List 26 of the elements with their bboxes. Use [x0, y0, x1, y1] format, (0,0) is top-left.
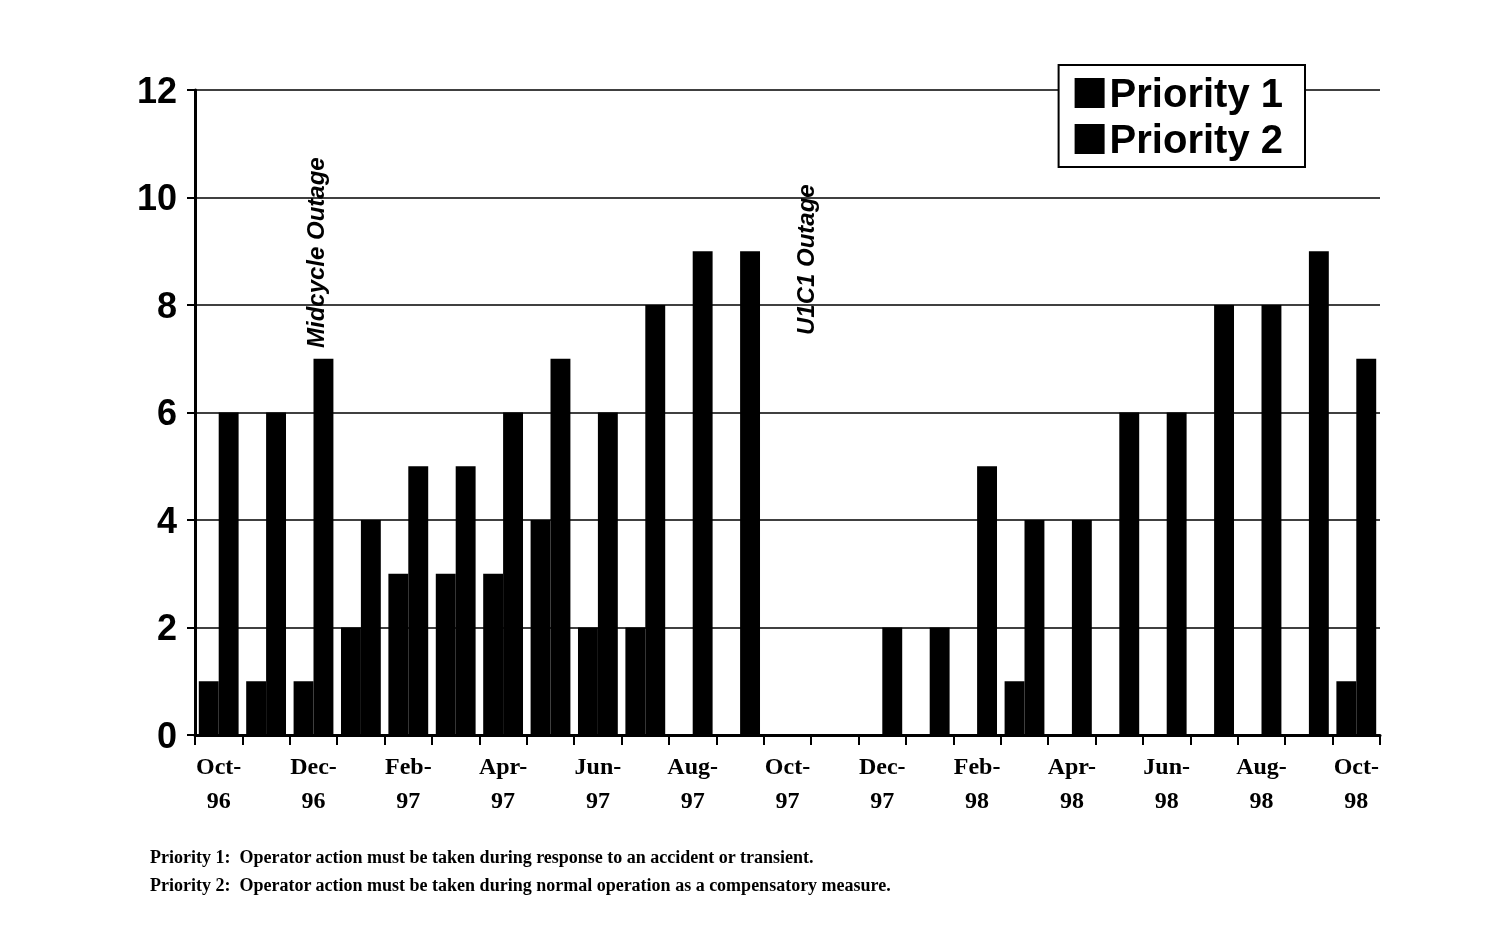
y-tick-label: 8 [156, 284, 177, 326]
x-tick-label: Dec-96 [290, 753, 337, 813]
text: Priority 2: Operator action must be taken during normal operation as a compensatory measure. [150, 875, 891, 895]
annotation: U1C1 Outage [791, 184, 819, 335]
x-tick-label: Dec-97 [858, 753, 906, 813]
x-tick-label: Oct-98 [1333, 753, 1379, 813]
y-tick-label: 10 [136, 177, 177, 218]
x-tick-label: Apr-97 [478, 753, 528, 813]
text: Priority 1: Operator action must be taken during response to an accident or transient. [150, 847, 814, 867]
y-tick-label: 2 [156, 607, 177, 648]
x-tick-label: Feb-97 [384, 753, 432, 813]
annotation: Midcycle Outage [301, 157, 329, 348]
legend-label: Priority 1 [1109, 71, 1284, 115]
x-tick-label: Jun-97 [574, 753, 622, 813]
y-tick-label: 0 [156, 714, 177, 756]
x-tick-label: Jun-98 [1143, 753, 1191, 813]
x-tick-label: Aug-98 [1236, 753, 1287, 813]
y-tick-label: 4 [156, 499, 177, 541]
x-tick-label: Feb-98 [953, 753, 1001, 813]
x-tick-label: Oct-96 [196, 753, 242, 813]
x-tick-label: Aug-97 [667, 753, 719, 813]
x-tick-label: Oct-97 [764, 753, 811, 813]
x-tick-label: Apr-98 [1047, 753, 1097, 813]
y-tick-label: 12 [136, 69, 177, 111]
y-tick-label: 6 [156, 392, 177, 433]
legend-label: Priority 2 [1109, 117, 1284, 161]
